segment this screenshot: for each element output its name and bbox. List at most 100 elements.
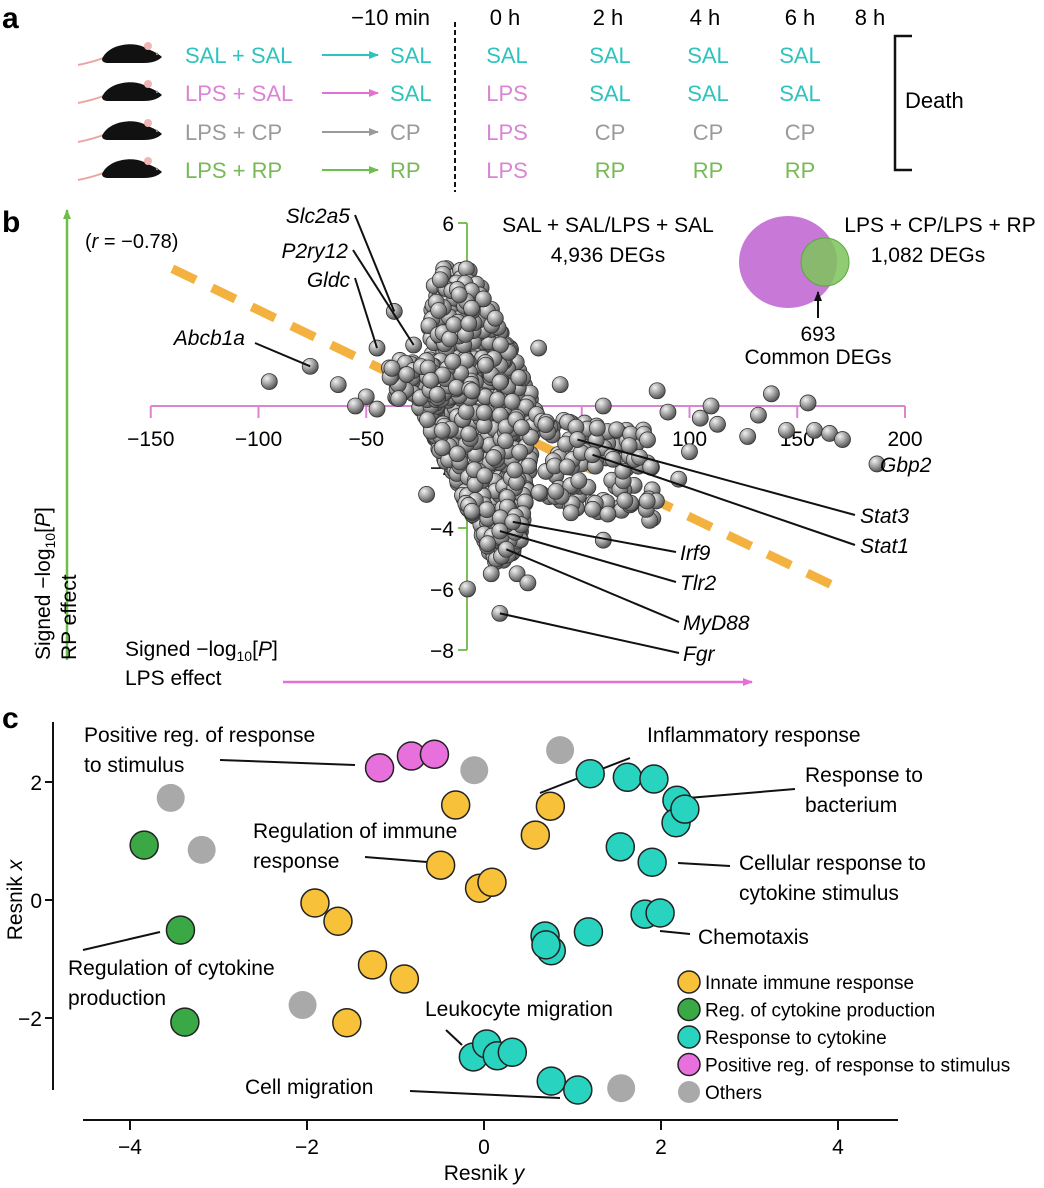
data-point [419,411,436,429]
x-tick-label: −50 [348,428,384,451]
data-point [639,764,669,794]
treatment-label: CP [595,120,626,145]
legend-item: Others [678,1081,762,1104]
panel-c-axes: −4 −2 0 2 4 −2 0 2 [18,722,898,1159]
data-point [588,419,606,437]
panel-b: b Signed −log10[P] RP effect Signed −log… [2,205,1036,690]
leader-line [499,612,680,654]
time-header: 0 h [490,5,521,30]
data-point [497,432,514,450]
data-point [485,449,503,466]
annotation-leader [364,856,428,863]
leader-line [592,453,856,546]
data-point [170,1007,200,1037]
annotation-leader [677,862,731,867]
data-point [584,500,602,518]
treatment-label: RP [785,158,816,183]
data-point [519,574,537,592]
data-point [709,415,726,433]
data-point [551,376,569,394]
data-point [537,416,555,434]
leader-line [352,249,415,346]
data-point [357,950,388,980]
data-point [428,386,446,403]
correlation-label: (r = −0.78) [85,231,178,253]
annotation-label: Inflammatory response [647,724,861,747]
data-point [398,366,416,383]
data-point [605,832,636,862]
data-point [449,445,466,463]
treatment-label: LPS [486,81,528,106]
data-point [433,439,451,457]
gene-label: MyD88 [683,612,750,635]
data-point [329,376,347,394]
data-point [347,397,364,415]
data-point [433,422,451,439]
legend-label: Reg. of cytokine production [705,1001,935,1022]
data-point [492,336,509,354]
data-point [575,758,605,789]
data-point [599,505,617,523]
data-point [834,431,851,448]
data-point [702,397,720,415]
data-point [645,898,675,928]
x-tick-label: 2 [655,1136,667,1159]
panel-c-points [129,736,700,1105]
annotation-label: to stimulus [84,754,184,777]
data-point [460,425,478,443]
time-header: 4 h [690,5,721,30]
data-point [431,271,449,289]
gene-label: Abcb1a [172,327,245,350]
leader-line [577,438,856,516]
data-point [475,404,493,421]
venn-overlap-count: 693 [800,323,835,346]
data-point [510,369,528,386]
data-point [477,356,494,374]
annotation-label: Response to [805,764,923,787]
pretreatment-label: SAL [390,43,432,68]
mouse-icon [77,80,162,104]
data-point [497,1037,528,1067]
legend-swatch [677,1052,701,1077]
svg-text:Signed −log10[P]: Signed −log10[P] [125,638,278,664]
data-point [547,482,565,500]
group-row: SAL + SAL SAL SAL SAL SAL SAL [77,42,821,68]
data-point [607,1074,636,1103]
data-point [491,373,509,391]
data-point [868,455,886,473]
venn-left-label: SAL + SAL/LPS + SAL [502,214,714,237]
treatment-label: CP [785,120,816,145]
data-point [638,492,656,510]
data-point [479,535,497,553]
data-point [489,391,506,409]
treatment-label: LPS [486,120,528,145]
data-point [563,1075,593,1105]
treatment-label: SAL [687,81,729,106]
data-point [390,390,408,408]
venn-right-circle [800,237,850,287]
data-point [681,443,698,461]
leader-line [499,530,677,583]
data-point [508,565,526,583]
x-axis-title-c: Resnik y [444,1162,526,1185]
legend-label: Response to cytokine [705,1028,887,1049]
mouse-icon [77,42,162,66]
venn-left-count: 4,936 DEGs [551,244,665,267]
data-point [530,339,548,357]
leader-line [354,277,378,349]
x-tick-label: −150 [127,428,174,451]
group-label: LPS + SAL [185,81,293,106]
data-point [562,504,580,522]
data-point [616,492,634,509]
data-point [639,431,656,449]
data-point [260,373,278,391]
venn-right-label: LPS + CP/LPS + RP [844,214,1035,237]
y-tick-label: 6 [442,213,454,236]
annotation-label: Regulation of cytokine [68,957,275,980]
gene-label: Stat3 [860,505,909,528]
data-point [520,457,538,475]
annotation-leader [409,1090,561,1099]
annotation-label: cytokine stimulus [739,882,899,905]
data-point [357,388,375,406]
x-tick-label: 0 [478,1136,490,1159]
